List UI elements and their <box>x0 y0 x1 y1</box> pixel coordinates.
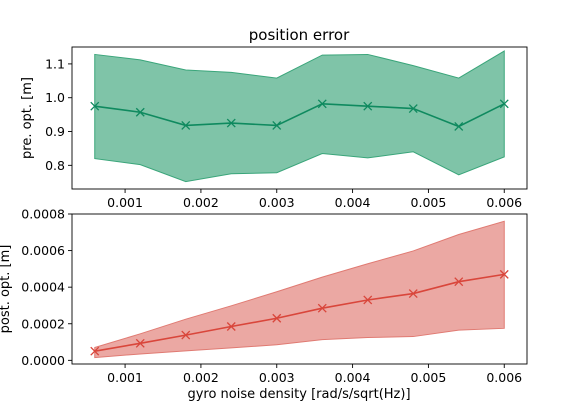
bottom-subplot: 0.001 0.002 0.003 0.004 0.005 0.006 0.0000 0.0… <box>0 207 528 402</box>
bottom-data-point <box>90 346 100 356</box>
top-mean-line <box>94 102 505 128</box>
top-x-tick-label: 0.005 <box>411 195 447 210</box>
top-y-tick-label: 0.8 <box>45 158 65 173</box>
top-data-point <box>226 118 236 128</box>
top-x-tick-label: 0.006 <box>486 195 522 210</box>
bottom-data-point <box>408 289 418 299</box>
bottom-mean-line <box>94 273 505 352</box>
top-data-point <box>317 99 327 109</box>
top-data-point <box>272 120 282 130</box>
top-y-tick-label: 1.0 <box>45 90 65 105</box>
top-x-tick-label: 0.004 <box>335 195 371 210</box>
bottom-x-tick-label: 0.003 <box>259 370 295 385</box>
top-confidence-band <box>94 50 505 183</box>
bottom-y-tick-label: 0.0008 <box>21 207 65 222</box>
bottom-confidence-band <box>94 220 505 359</box>
bottom-data-point <box>363 295 373 305</box>
top-x-tick-label: 0.003 <box>259 195 295 210</box>
top-x-tick-label: 0.001 <box>107 195 143 210</box>
bottom-x-tick-label: 0.004 <box>335 370 371 385</box>
bottom-data-point <box>135 338 145 348</box>
bottom-data-point <box>272 313 282 323</box>
bottom-data-point <box>454 277 464 287</box>
bottom-x-tick-label: 0.005 <box>411 370 447 385</box>
top-data-point <box>454 121 464 131</box>
bottom-y-tick-label: 0.0004 <box>21 280 65 295</box>
top-axes-frame <box>71 46 528 190</box>
top-chart-title: position error <box>249 26 350 44</box>
bottom-y-axis-label: post. opt. [m] <box>0 245 13 334</box>
top-y-tick-label: 1.1 <box>45 56 65 71</box>
top-y-axis-label: pre. opt. [m] <box>20 77 35 159</box>
top-data-point <box>181 120 191 130</box>
bottom-x-tick-label: 0.006 <box>486 370 522 385</box>
bottom-data-point <box>181 330 191 340</box>
bottom-y-tick-label: 0.0006 <box>21 243 65 258</box>
bottom-y-tick-label: 0.0000 <box>21 353 65 368</box>
bottom-x-axis-label: gyro noise density [rad/s/sqrt(Hz)] <box>187 387 410 402</box>
top-data-point <box>90 101 100 111</box>
top-subplot: position error 0.001 0.002 0.003 0.004 0.005… <box>20 26 528 210</box>
bottom-plot-area <box>90 220 509 359</box>
bottom-x-tick-label: 0.001 <box>107 370 143 385</box>
top-data-point <box>499 99 509 109</box>
bottom-axes-frame <box>71 213 528 365</box>
bottom-data-point <box>317 303 327 313</box>
top-data-point <box>135 107 145 117</box>
bottom-data-point <box>499 269 509 279</box>
bottom-x-tick-label: 0.002 <box>183 370 219 385</box>
bottom-data-point <box>226 322 236 331</box>
top-data-point <box>363 101 373 111</box>
top-plot-area <box>90 50 509 183</box>
top-x-tick-label: 0.002 <box>183 195 219 210</box>
bottom-y-tick-label: 0.0002 <box>21 316 65 331</box>
top-y-tick-label: 0.9 <box>45 124 65 139</box>
top-data-point <box>408 104 418 113</box>
